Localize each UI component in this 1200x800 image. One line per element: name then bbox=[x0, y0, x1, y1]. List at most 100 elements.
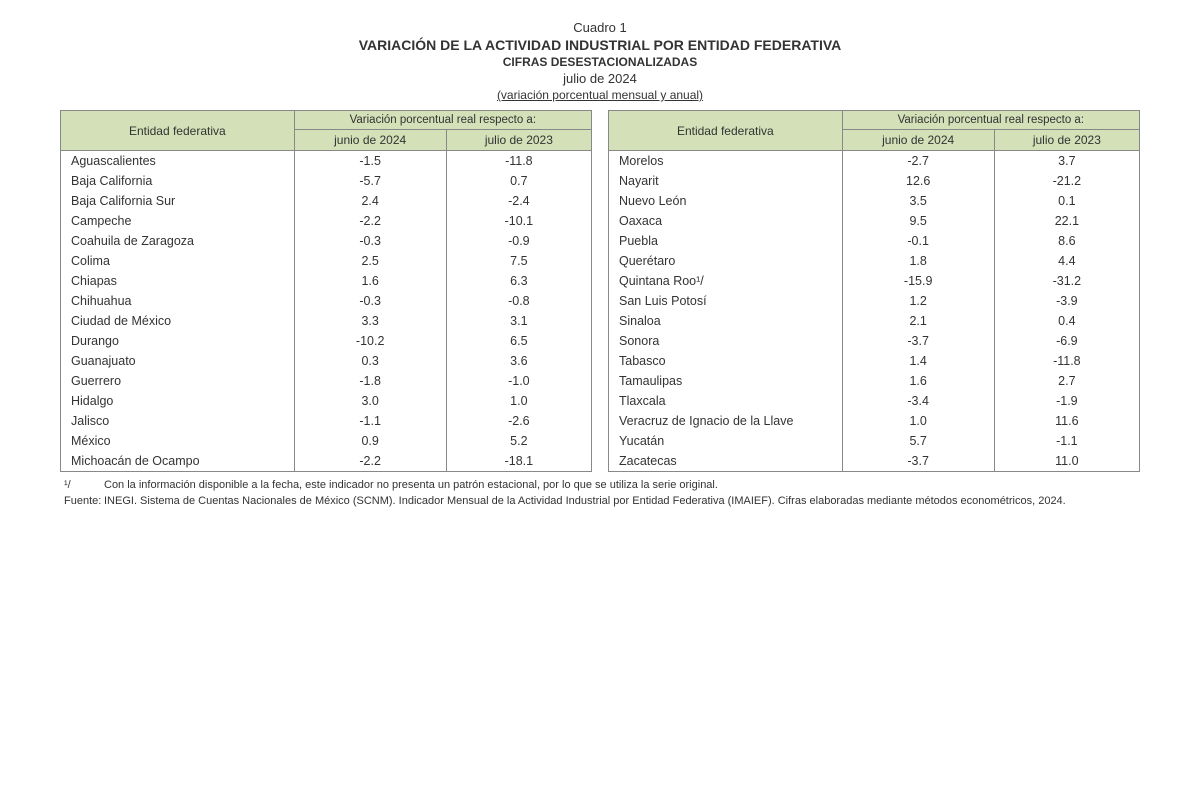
entity-cell: Quintana Roo¹/ bbox=[609, 271, 843, 291]
entity-cell: Zacatecas bbox=[609, 451, 843, 472]
table-row: Oaxaca9.522.1 bbox=[609, 211, 1140, 231]
value-julio-cell: 6.3 bbox=[446, 271, 591, 291]
entity-cell: Durango bbox=[61, 331, 295, 351]
value-junio-cell: -0.3 bbox=[294, 231, 446, 251]
value-julio-cell: -3.9 bbox=[994, 291, 1139, 311]
value-junio-cell: 5.7 bbox=[842, 431, 994, 451]
value-junio-cell: -15.9 bbox=[842, 271, 994, 291]
table-title: VARIACIÓN DE LA ACTIVIDAD INDUSTRIAL POR… bbox=[60, 37, 1140, 53]
entity-cell: Hidalgo bbox=[61, 391, 295, 411]
entity-cell: Tamaulipas bbox=[609, 371, 843, 391]
entity-cell: Yucatán bbox=[609, 431, 843, 451]
value-julio-cell: -6.9 bbox=[994, 331, 1139, 351]
table-row: Zacatecas-3.711.0 bbox=[609, 451, 1140, 472]
value-junio-cell: 0.3 bbox=[294, 351, 446, 371]
entity-cell: Oaxaca bbox=[609, 211, 843, 231]
value-junio-cell: 1.2 bbox=[842, 291, 994, 311]
value-julio-cell: 0.1 bbox=[994, 191, 1139, 211]
table-row: Chiapas1.66.3 bbox=[61, 271, 592, 291]
value-julio-cell: -2.4 bbox=[446, 191, 591, 211]
value-julio-cell: 1.0 bbox=[446, 391, 591, 411]
value-julio-cell: 11.6 bbox=[994, 411, 1139, 431]
table-row: Tabasco1.4-11.8 bbox=[609, 351, 1140, 371]
entity-cell: Colima bbox=[61, 251, 295, 271]
value-junio-cell: 1.0 bbox=[842, 411, 994, 431]
entity-cell: Querétaro bbox=[609, 251, 843, 271]
entity-cell: Baja California Sur bbox=[61, 191, 295, 211]
value-junio-cell: 9.5 bbox=[842, 211, 994, 231]
table-row: Jalisco-1.1-2.6 bbox=[61, 411, 592, 431]
value-junio-cell: -2.7 bbox=[842, 151, 994, 172]
table-row: Coahuila de Zaragoza-0.3-0.9 bbox=[61, 231, 592, 251]
table-row: Sinaloa2.10.4 bbox=[609, 311, 1140, 331]
col-variation-header: Variación porcentual real respecto a: bbox=[294, 111, 591, 130]
table-header-block: Cuadro 1 VARIACIÓN DE LA ACTIVIDAD INDUS… bbox=[60, 20, 1140, 102]
entity-cell: Ciudad de México bbox=[61, 311, 295, 331]
footnote-1-text: Con la información disponible a la fecha… bbox=[104, 478, 1136, 492]
entity-cell: Nuevo León bbox=[609, 191, 843, 211]
value-junio-cell: 1.6 bbox=[842, 371, 994, 391]
table-row: Aguascalientes-1.5-11.8 bbox=[61, 151, 592, 172]
cuadro-label: Cuadro 1 bbox=[60, 20, 1140, 35]
table-row: Guerrero-1.8-1.0 bbox=[61, 371, 592, 391]
table-subtitle-1: CIFRAS DESESTACIONALIZADAS bbox=[60, 55, 1140, 69]
value-julio-cell: -0.8 bbox=[446, 291, 591, 311]
table-row: Colima2.57.5 bbox=[61, 251, 592, 271]
col-julio-header: julio de 2023 bbox=[994, 130, 1139, 151]
value-junio-cell: -1.8 bbox=[294, 371, 446, 391]
table-row: Puebla-0.18.6 bbox=[609, 231, 1140, 251]
value-julio-cell: -1.1 bbox=[994, 431, 1139, 451]
value-junio-cell: 1.6 bbox=[294, 271, 446, 291]
value-junio-cell: 12.6 bbox=[842, 171, 994, 191]
footnotes-block: ¹/ Con la información disponible a la fe… bbox=[60, 478, 1140, 509]
table-row: Baja California Sur2.4-2.4 bbox=[61, 191, 592, 211]
table-row: Hidalgo3.01.0 bbox=[61, 391, 592, 411]
footnote-source-marker: Fuente: bbox=[64, 494, 104, 508]
table-row: Tlaxcala-3.4-1.9 bbox=[609, 391, 1140, 411]
table-row: Sonora-3.7-6.9 bbox=[609, 331, 1140, 351]
col-julio-header: julio de 2023 bbox=[446, 130, 591, 151]
table-row: Campeche-2.2-10.1 bbox=[61, 211, 592, 231]
value-julio-cell: 0.7 bbox=[446, 171, 591, 191]
value-junio-cell: 3.3 bbox=[294, 311, 446, 331]
value-julio-cell: -10.1 bbox=[446, 211, 591, 231]
table-row: Nayarit12.6-21.2 bbox=[609, 171, 1140, 191]
footnote-source-text: INEGI. Sistema de Cuentas Nacionales de … bbox=[104, 494, 1136, 508]
col-junio-header: junio de 2024 bbox=[294, 130, 446, 151]
table-row: Chihuahua-0.3-0.8 bbox=[61, 291, 592, 311]
entity-cell: Sinaloa bbox=[609, 311, 843, 331]
entity-cell: Guanajuato bbox=[61, 351, 295, 371]
entity-cell: Tlaxcala bbox=[609, 391, 843, 411]
table-subtitle-2: julio de 2024 bbox=[60, 71, 1140, 86]
value-julio-cell: -18.1 bbox=[446, 451, 591, 472]
value-junio-cell: 3.5 bbox=[842, 191, 994, 211]
col-entity-header: Entidad federativa bbox=[609, 111, 843, 151]
entity-cell: San Luis Potosí bbox=[609, 291, 843, 311]
entity-cell: Campeche bbox=[61, 211, 295, 231]
col-entity-header: Entidad federativa bbox=[61, 111, 295, 151]
table-row: Querétaro1.84.4 bbox=[609, 251, 1140, 271]
entity-cell: Chiapas bbox=[61, 271, 295, 291]
entity-cell: Chihuahua bbox=[61, 291, 295, 311]
table-row: Ciudad de México3.33.1 bbox=[61, 311, 592, 331]
value-junio-cell: -2.2 bbox=[294, 451, 446, 472]
value-julio-cell: 3.1 bbox=[446, 311, 591, 331]
value-julio-cell: 3.6 bbox=[446, 351, 591, 371]
table-row: Yucatán5.7-1.1 bbox=[609, 431, 1140, 451]
value-julio-cell: 2.7 bbox=[994, 371, 1139, 391]
entity-cell: Nayarit bbox=[609, 171, 843, 191]
value-julio-cell: -2.6 bbox=[446, 411, 591, 431]
value-julio-cell: 22.1 bbox=[994, 211, 1139, 231]
table-row: Tamaulipas1.62.7 bbox=[609, 371, 1140, 391]
value-junio-cell: -10.2 bbox=[294, 331, 446, 351]
table-row: Guanajuato0.33.6 bbox=[61, 351, 592, 371]
col-junio-header: junio de 2024 bbox=[842, 130, 994, 151]
entity-cell: Michoacán de Ocampo bbox=[61, 451, 295, 472]
table-row: Veracruz de Ignacio de la Llave1.011.6 bbox=[609, 411, 1140, 431]
value-junio-cell: -5.7 bbox=[294, 171, 446, 191]
value-julio-cell: 8.6 bbox=[994, 231, 1139, 251]
value-julio-cell: -11.8 bbox=[994, 351, 1139, 371]
value-junio-cell: 1.4 bbox=[842, 351, 994, 371]
value-julio-cell: -11.8 bbox=[446, 151, 591, 172]
value-junio-cell: -1.5 bbox=[294, 151, 446, 172]
